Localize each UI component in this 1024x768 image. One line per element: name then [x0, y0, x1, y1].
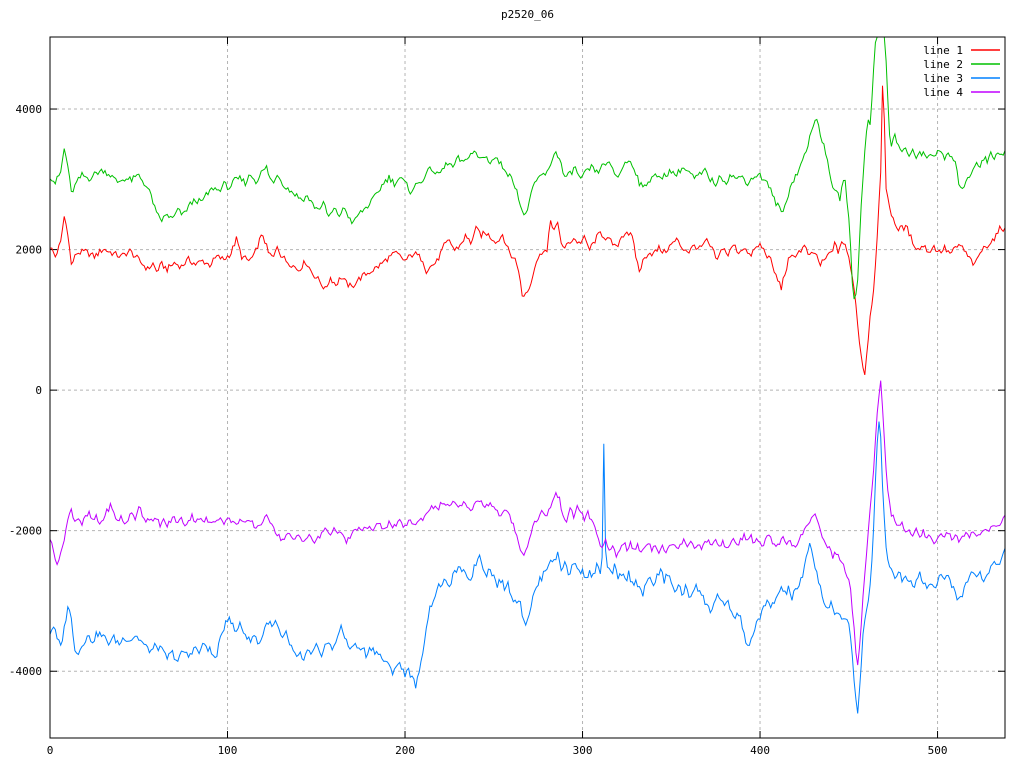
x-tick-label: 400: [750, 744, 770, 757]
series-line-1: [50, 85, 1005, 376]
x-tick-label: 200: [395, 744, 415, 757]
series-line-4: [50, 380, 1005, 666]
y-tick-label: -4000: [9, 665, 42, 678]
legend-label-1: line 1: [923, 44, 963, 57]
x-tick-label: 100: [218, 744, 238, 757]
x-tick-label: 0: [47, 744, 54, 757]
legend-label-4: line 4: [923, 86, 963, 99]
chart-title: p2520_06: [501, 8, 554, 21]
series-line-3: [50, 421, 1005, 714]
y-tick-label: 2000: [16, 244, 43, 257]
y-tick-label: 0: [35, 384, 42, 397]
plot-border: [49, 36, 1006, 739]
legend-label-3: line 3: [923, 72, 963, 85]
x-tick-label: 500: [928, 744, 948, 757]
y-tick-label: 4000: [16, 103, 43, 116]
series-line-2: [50, 37, 1005, 300]
x-tick-label: 300: [573, 744, 593, 757]
y-tick-label: -2000: [9, 525, 42, 538]
legend-label-2: line 2: [923, 58, 963, 71]
